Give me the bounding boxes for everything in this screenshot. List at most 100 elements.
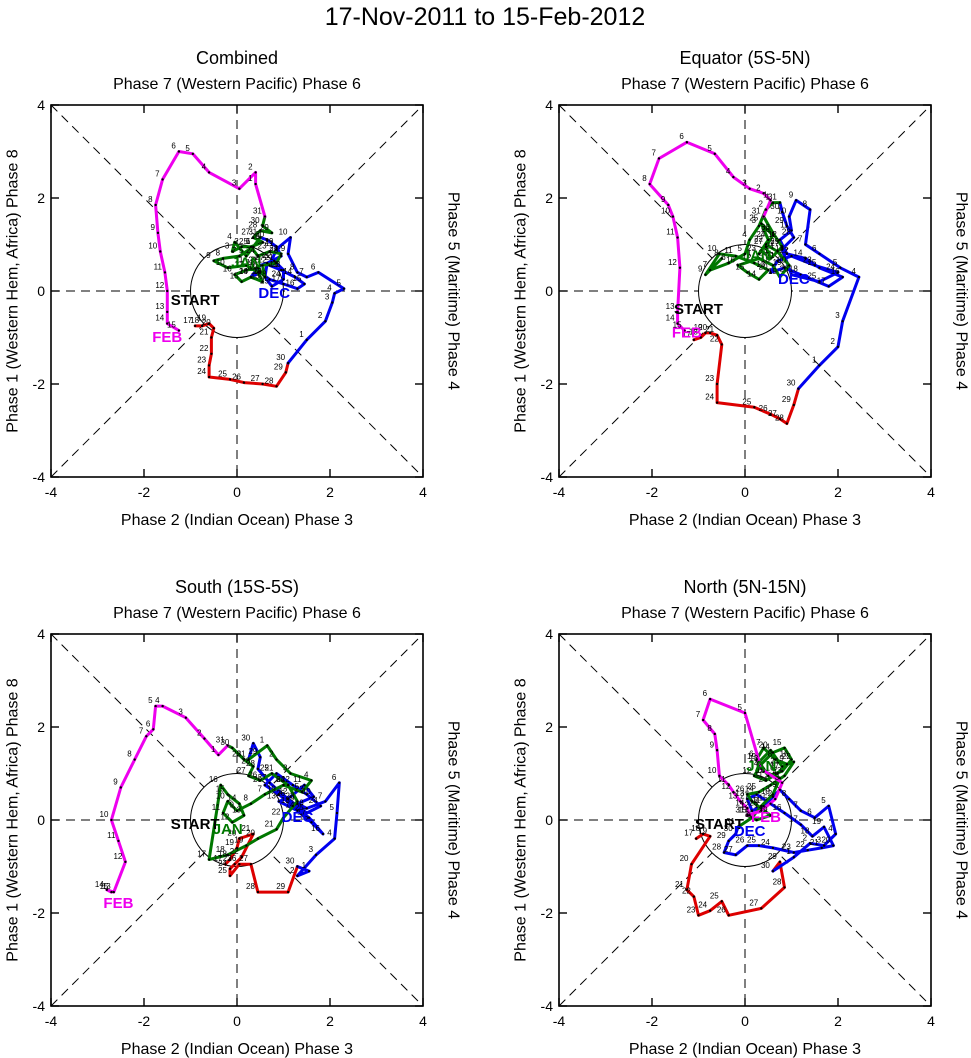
chart-3-dec-day-label: 30 (241, 733, 250, 742)
chart-2-jan-day-label: 26 (761, 225, 770, 234)
chart-3-feb-day-label: 12 (113, 852, 122, 861)
chart-1-dec-day-label: 12 (258, 255, 267, 264)
chart-2-dec-day-label: 28 (782, 228, 791, 237)
chart-1-ytick-label: 4 (37, 97, 45, 113)
chart-1-jan-point (249, 245, 253, 249)
chart-2-jan-day-label: 1 (765, 193, 770, 202)
chart-3-dec-point (321, 832, 325, 836)
chart-2-dec-point (857, 275, 861, 279)
chart-4-dec-point (736, 825, 740, 829)
chart-3-jan-day-label: 16 (209, 775, 218, 784)
chart-2-jan-point (771, 231, 775, 235)
chart-1-feb-day-label: 11 (154, 262, 163, 271)
chart-4-nov-day-label: 18 (691, 824, 700, 833)
chart-2-dec-day-label: 27 (770, 239, 779, 248)
chart-4-label-feb: FEB (751, 809, 781, 826)
chart-2-dec-point (783, 266, 786, 269)
chart-2-jan-day-label: 29 (770, 237, 779, 246)
chart-4-jan-point (778, 776, 782, 780)
chart-3-nov-day-label: 21 (241, 824, 250, 833)
chart-1-xtick-label: 4 (419, 484, 427, 500)
chart-1-jan-point (256, 266, 260, 269)
chart-3-jan-day-label: 18 (216, 845, 225, 854)
chart-4-series-dec-line (722, 788, 838, 873)
chart-3-label-dec: DEC (282, 809, 314, 826)
chart-1-label-jan: JAN (231, 255, 261, 272)
chart-1-dec-day-label: 21 (248, 255, 257, 264)
chart-1-dec-day-label: 9 (281, 244, 286, 253)
chart-2-nov-point (769, 413, 772, 416)
chart-1-jan-day-label: 26 (251, 232, 260, 241)
chart-2-nov-day-label: 23 (705, 374, 714, 383)
chart-4-jan-day-label: 10 (766, 764, 775, 773)
chart-1-jan-point (249, 275, 253, 279)
chart-3-series-feb-line (105, 704, 230, 894)
chart-1-jan-day-label: 3 (225, 241, 230, 250)
chart-4-feb-day-label: 2 (768, 789, 773, 798)
chart-3-jan-point (249, 802, 253, 805)
chart-1-title: Combined (196, 48, 278, 68)
chart-4-jan-day-label: 9 (779, 754, 784, 763)
chart-1-dec-point (305, 338, 308, 342)
chart-3-feb-point (124, 860, 127, 864)
chart-1-jan-day-label: 4 (227, 232, 232, 241)
chart-1-dec-day-label: 25 (260, 276, 269, 285)
chart-1-jan-point (233, 240, 236, 244)
chart-3-jan-point (266, 744, 269, 747)
chart-4-jan-point (783, 746, 786, 750)
chart-2-jan-day-label: 23 (747, 244, 756, 253)
chart-2-jan-day-label: 7 (703, 260, 708, 269)
chart-3-jan-point (282, 816, 285, 819)
chart-4-dec-point (822, 844, 826, 847)
chart-3-nov-day-label: 18 (218, 850, 227, 859)
chart-2-dec-point (818, 252, 821, 255)
chart-2-series-feb-line (648, 140, 773, 332)
chart-3-feb-point (184, 716, 188, 719)
chart-1-jan-point (245, 254, 248, 258)
chart-4-nov-point (783, 886, 786, 889)
chart-1-jan-day-label: 9 (206, 251, 211, 260)
chart-3-dec-point (305, 807, 308, 810)
chart-4-jan-point (771, 751, 775, 754)
chart-3-xtick-label: -4 (45, 1013, 58, 1029)
chart-3-dec-day-label: 21 (265, 764, 274, 773)
chart-3-dec-point (310, 821, 313, 824)
chart-3-jan-day-label: 7 (257, 784, 262, 793)
chart-4-series-nov-line (685, 832, 786, 917)
chart-2-jan-point (757, 257, 761, 260)
chart-2-jan-day-label: 10 (708, 244, 717, 253)
chart-4-feb-day-label: 15 (738, 805, 747, 814)
chart-4-ytick-label: 2 (545, 719, 553, 735)
chart-3-dec-point (305, 811, 308, 815)
chart-2-jan-point (736, 264, 740, 267)
chart-3-jan-day-label: 13 (232, 805, 241, 814)
chart-3-dec-day-label: 5 (330, 803, 335, 812)
chart-2-dec-point (841, 275, 844, 279)
chart-2-nov-point (704, 331, 707, 335)
chart-4-jan-day-label: 17 (770, 761, 779, 770)
chart-4-dec-day-label: 28 (712, 843, 721, 852)
chart-1-dec-day-label: 10 (279, 228, 288, 237)
chart-1-feb-point (166, 322, 169, 325)
chart-1-jan-point (256, 271, 260, 274)
chart-1-dec-day-label: 2 (318, 311, 323, 320)
chart-2-jan-point (734, 254, 737, 258)
chart-4-dec-point (811, 835, 814, 838)
chart-1-nov-point (242, 381, 246, 384)
chart-2-jan-day-label: 19 (768, 267, 777, 276)
chart-1-jan-day-label: 13 (251, 272, 260, 281)
chart-4-xtick-label: 2 (834, 1013, 842, 1029)
chart-2-jan-point (720, 257, 723, 260)
chart-1-ytick-label: 0 (37, 283, 45, 299)
chart-1-jan-day-label: 5 (239, 246, 244, 255)
chart-1-feb-point (177, 150, 181, 153)
chart-3-xtick-label: 0 (233, 1013, 241, 1029)
chart-3-feb-point (154, 704, 157, 708)
chart-1-dec-day-label: 15 (293, 274, 302, 283)
chart-1-left-axis-label: Phase 1 (Western Hem, Africa) Phase 8 (5, 149, 22, 432)
chart-1-feb-point (166, 289, 169, 293)
chart-4-dec-day-label: 5 (821, 796, 826, 805)
chart-3-jan-point (226, 800, 229, 803)
chart-1-jan-point (240, 280, 243, 283)
chart-3-dec-day-label: 17 (297, 808, 306, 817)
